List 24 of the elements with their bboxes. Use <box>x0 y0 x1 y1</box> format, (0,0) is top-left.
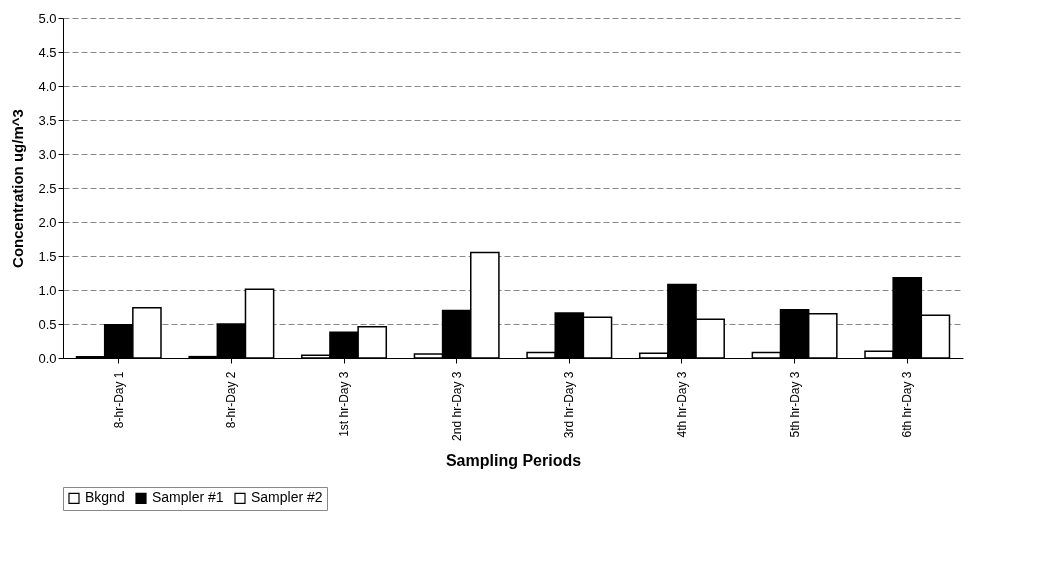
y-tick-label: 5.0 <box>38 10 57 26</box>
y-tick-label: 4.5 <box>38 44 57 60</box>
x-axis-title: Sampling Periods <box>445 451 582 469</box>
y-tick-label: 0.5 <box>38 316 57 332</box>
x-tick-label: 1st hr-Day 3 <box>337 371 352 437</box>
y-tick-label: 0.0 <box>38 350 57 366</box>
x-tick-label: 5th hr-Day 3 <box>787 371 802 438</box>
y-tick-label: 2.0 <box>38 214 57 230</box>
y-tick-label: 3.0 <box>38 146 57 162</box>
x-tick-label: 3rd hr-Day 3 <box>562 371 577 439</box>
x-tick-label: 4th hr-Day 3 <box>674 371 689 438</box>
x-tick-label: 6th hr-Day 3 <box>900 371 915 438</box>
x-tick-label: 8-hr-Day 2 <box>224 371 239 429</box>
y-tick-label: 4.0 <box>38 78 57 94</box>
x-tick-label: 2nd hr-Day 3 <box>449 371 464 441</box>
x-tick-label: 8-hr-Day 1 <box>111 371 126 429</box>
legend-label: Sampler #1 <box>152 489 224 506</box>
y-tick-label: 2.5 <box>38 180 57 196</box>
legend-label: Sampler #2 <box>251 489 323 506</box>
legend-label: Bkgnd <box>85 489 125 506</box>
y-axis-title: Concentration ug/m^3 <box>9 109 27 268</box>
y-tick-label: 1.5 <box>38 248 57 264</box>
y-tick-label: 3.5 <box>38 112 57 128</box>
y-tick-label: 1.0 <box>38 282 57 298</box>
